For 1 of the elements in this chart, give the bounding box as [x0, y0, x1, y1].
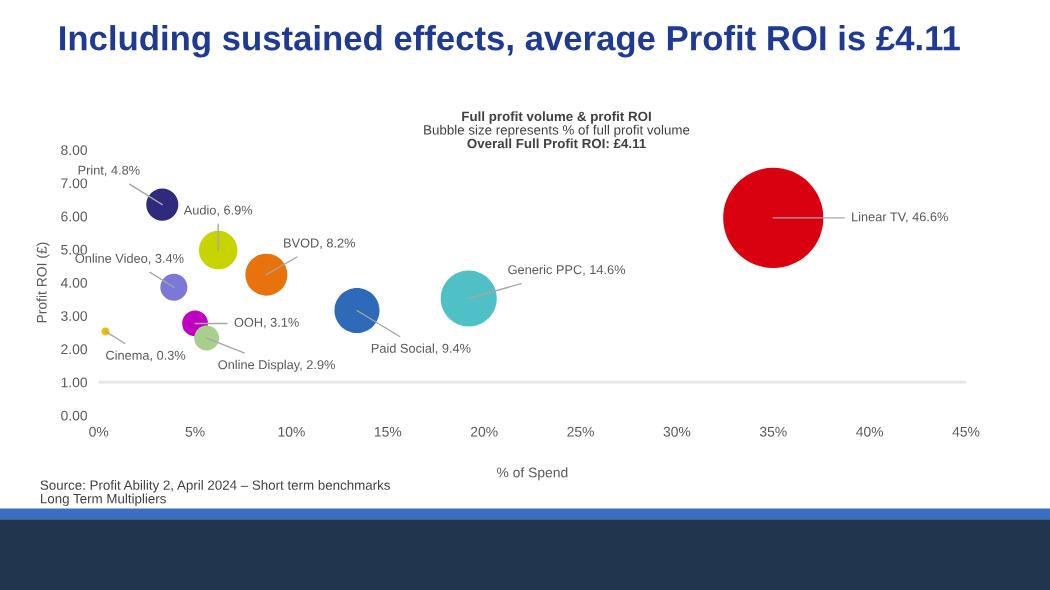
- chart-title: Including sustained effects, average Profit ROI is £4.11: [60, 25, 960, 58]
